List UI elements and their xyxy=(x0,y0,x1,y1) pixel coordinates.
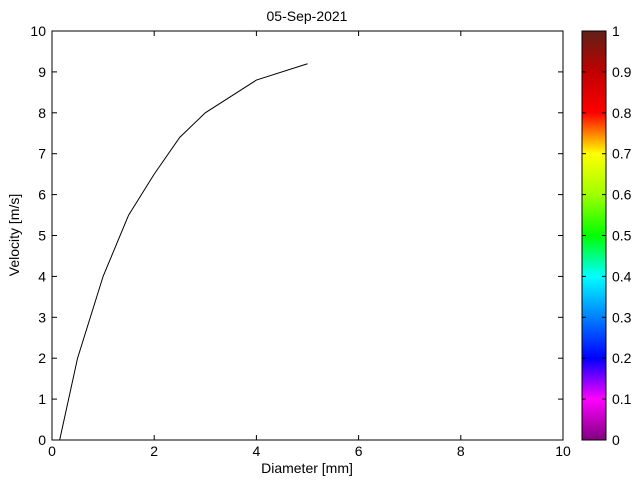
y-tick-label: 7 xyxy=(38,146,46,162)
plot-area xyxy=(51,30,564,441)
y-tick-label: 8 xyxy=(38,105,46,121)
x-tick-label: 6 xyxy=(355,443,363,459)
y-tick-label: 6 xyxy=(38,187,46,203)
y-ticks: 0 1 2 3 4 5 6 7 8 9 10 xyxy=(30,23,563,448)
y-tick-label: 5 xyxy=(38,228,46,244)
colorbar-tick-label: 0.5 xyxy=(612,228,632,244)
colorbar-tick-label: 0.4 xyxy=(612,268,632,284)
series-line xyxy=(59,63,308,441)
x-ticks: 0 2 4 6 8 10 xyxy=(48,31,571,459)
y-axis-label: Velocity [m/s] xyxy=(6,194,22,276)
colorbar-tick-label: 0.1 xyxy=(612,391,632,407)
colorbar-tick-label: 1 xyxy=(612,23,620,39)
colorbar-tick-label: 0.8 xyxy=(612,105,632,121)
colorbar-tick-label: 0.9 xyxy=(612,64,632,80)
series-group xyxy=(59,63,308,441)
colorbar-tick-label: 0.6 xyxy=(612,187,632,203)
chart-title: 05-Sep-2021 xyxy=(267,8,348,24)
y-tick-label: 10 xyxy=(30,23,46,39)
x-tick-label: 0 xyxy=(48,443,56,459)
colorbar-ticks: 0 0.1 0.2 0.3 0.4 0.5 0.6 0.7 0.8 0.9 1 xyxy=(582,23,632,448)
y-tick-label: 1 xyxy=(38,391,46,407)
y-tick-label: 4 xyxy=(38,268,46,284)
y-tick-label: 0 xyxy=(38,432,46,448)
colorbar-tick-label: 0.2 xyxy=(612,350,632,366)
y-tick-label: 2 xyxy=(38,350,46,366)
x-axis-label: Diameter [mm] xyxy=(261,460,353,476)
colorbar-tick-label: 0 xyxy=(612,432,620,448)
colorbar-tick-label: 0.3 xyxy=(612,309,632,325)
y-tick-label: 9 xyxy=(38,64,46,80)
x-tick-label: 2 xyxy=(150,443,158,459)
y-tick-label: 3 xyxy=(38,309,46,325)
x-tick-label: 4 xyxy=(253,443,261,459)
x-tick-label: 8 xyxy=(457,443,465,459)
x-tick-label: 10 xyxy=(555,443,571,459)
colorbar-tick-label: 0.7 xyxy=(612,146,632,162)
